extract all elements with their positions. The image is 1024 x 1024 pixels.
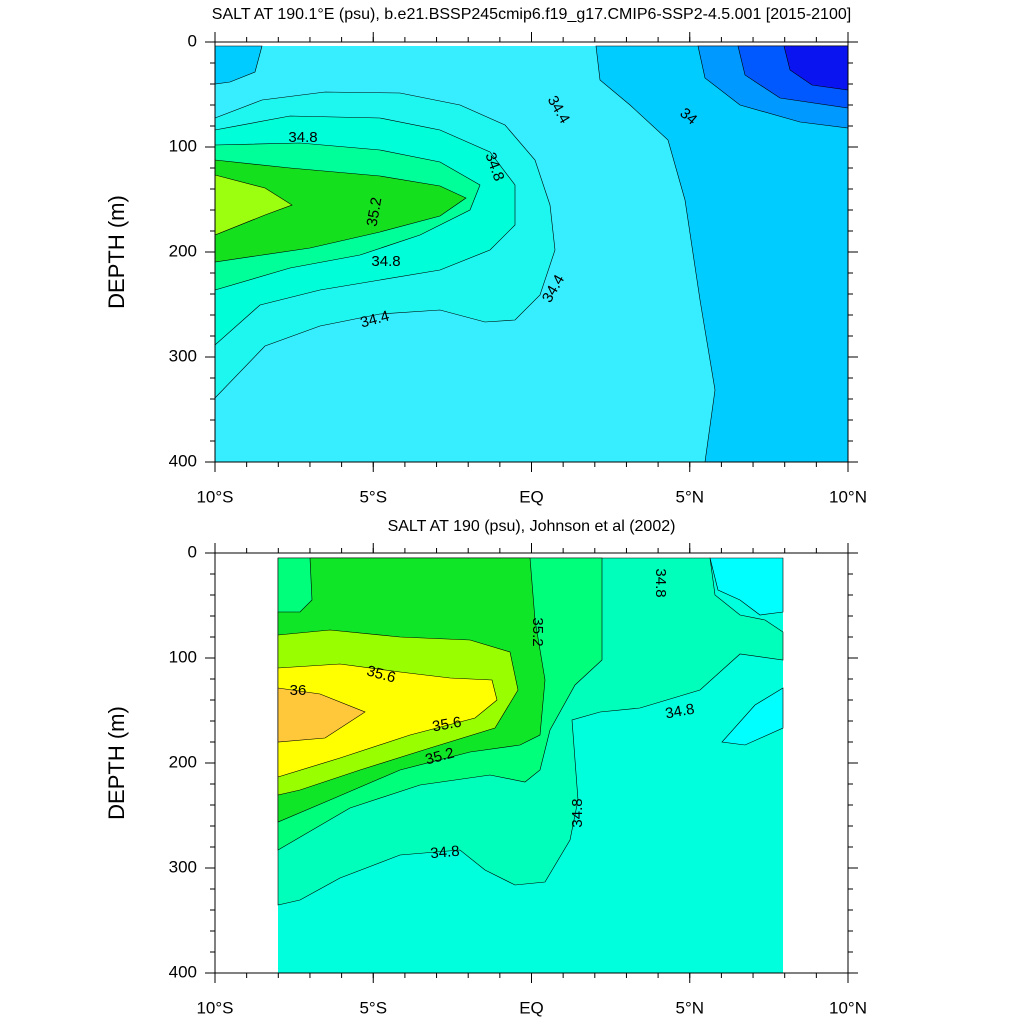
- contour-label: 34.8: [371, 253, 400, 270]
- contour-label: 36: [290, 682, 307, 699]
- contour-fill: [277, 687, 366, 743]
- contour-label: 35.2: [364, 196, 386, 228]
- contour-label: 35.2: [529, 617, 546, 646]
- y-tick-label: 400: [169, 962, 197, 981]
- contour-fill: [277, 663, 498, 778]
- contour-label: 34.8: [664, 701, 696, 723]
- x-tick-label: 10°S: [196, 998, 233, 1017]
- contour-label: 34.4: [359, 307, 392, 331]
- y-tick-label: 200: [169, 241, 197, 260]
- y-tick-label: 100: [169, 136, 197, 155]
- contour-fill: [783, 45, 849, 91]
- x-tick-label: 10°N: [829, 998, 867, 1017]
- contour-label: 34.8: [430, 843, 461, 862]
- x-tick-label: 10°S: [196, 487, 233, 506]
- x-tick-label: 5°S: [359, 998, 387, 1017]
- contour-label: 35.2: [424, 744, 457, 768]
- y-tick-label: 300: [169, 346, 197, 365]
- contour-label: 34.8: [288, 129, 317, 146]
- y-tick-label: 400: [169, 451, 197, 470]
- contour-label: 35.6: [431, 714, 463, 736]
- x-tick-label: 5°S: [359, 487, 387, 506]
- x-tick-label: EQ: [519, 998, 544, 1017]
- x-tick-label: 10°N: [829, 487, 867, 506]
- y-axis-label: DEPTH (m): [104, 195, 129, 309]
- contour-label: 35.6: [365, 662, 398, 686]
- contour-label: 34.8: [569, 798, 586, 827]
- contour-label: 34.8: [652, 568, 669, 597]
- y-axis-label: DEPTH (m): [104, 706, 129, 820]
- x-tick-label: EQ: [519, 487, 544, 506]
- y-tick-label: 0: [188, 542, 197, 561]
- contour-fill: [709, 557, 784, 616]
- y-tick-label: 0: [188, 31, 197, 50]
- x-tick-label: 5°N: [675, 998, 704, 1017]
- y-tick-label: 200: [169, 752, 197, 771]
- x-tick-label: 5°N: [675, 487, 704, 506]
- y-tick-label: 300: [169, 857, 197, 876]
- contour-fill: [214, 159, 467, 263]
- contour-fill: [721, 687, 784, 746]
- chart-title: SALT AT 190.1°E (psu), b.e21.BSSP245cmip…: [212, 6, 851, 23]
- chart-title: SALT AT 190 (psu), Johnson et al (2002): [388, 518, 676, 535]
- y-tick-label: 100: [169, 647, 197, 666]
- panel: 10°S 5°S EQ 5°N 10°N 0 100 200 300 400 34.8 35.2 35.…: [104, 518, 867, 1017]
